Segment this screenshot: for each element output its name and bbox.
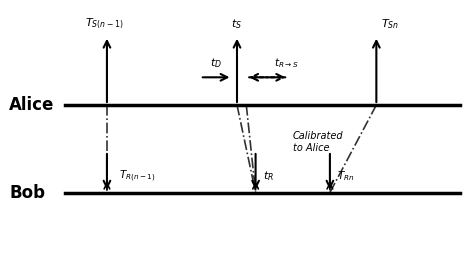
Text: $t_R$: $t_R$ — [263, 169, 273, 183]
Text: $t_S$: $t_S$ — [231, 17, 243, 31]
Text: $T_{Sn}$: $T_{Sn}$ — [381, 17, 400, 31]
Text: $T_{Rn}$: $T_{Rn}$ — [337, 169, 355, 183]
Text: $T_{R(n-1)}$: $T_{R(n-1)}$ — [118, 168, 155, 184]
Text: $t_{R \rightarrow S}$: $t_{R \rightarrow S}$ — [273, 57, 298, 70]
Text: $T_{S(n-1)}$: $T_{S(n-1)}$ — [85, 17, 124, 31]
Text: $t_D$: $t_D$ — [210, 57, 222, 70]
Text: Alice: Alice — [9, 96, 55, 114]
Text: Calibrated
to Alice: Calibrated to Alice — [293, 131, 343, 153]
Text: Bob: Bob — [9, 184, 46, 201]
